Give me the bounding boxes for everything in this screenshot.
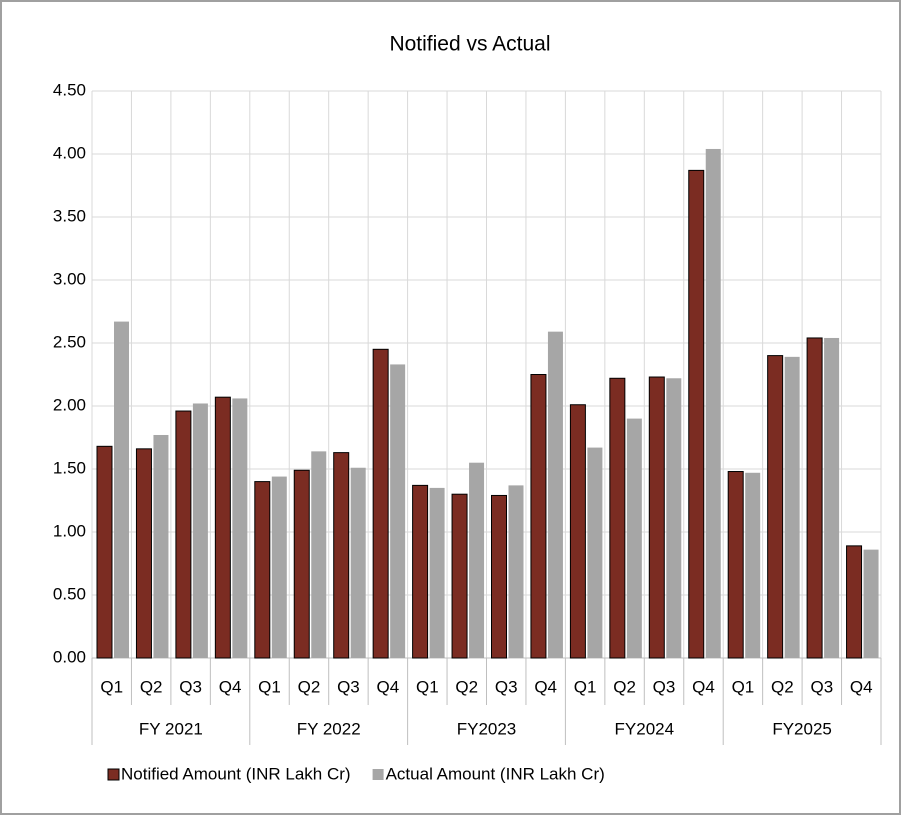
bar xyxy=(350,467,366,658)
x-tick-label: Q2 xyxy=(771,677,794,696)
bar xyxy=(175,410,192,659)
bar xyxy=(372,348,389,659)
y-tick-label: 2.00 xyxy=(53,395,86,414)
group-label: FY2023 xyxy=(457,719,517,738)
bar xyxy=(451,493,468,659)
bar xyxy=(824,337,840,658)
x-tick-label: Q2 xyxy=(298,677,321,696)
y-tick-label: 4.00 xyxy=(53,143,86,162)
x-tick-label: Q1 xyxy=(732,677,755,696)
bar xyxy=(727,471,744,659)
x-tick-label: Q2 xyxy=(140,677,163,696)
x-tick-label: Q3 xyxy=(653,677,676,696)
chart-title: Notified vs Actual xyxy=(389,33,550,56)
bar xyxy=(96,445,113,659)
bar xyxy=(846,545,863,659)
x-tick-label: Q3 xyxy=(495,677,518,696)
bar xyxy=(508,485,524,658)
group-label: FY 2021 xyxy=(139,719,203,738)
bar xyxy=(587,447,603,658)
bar xyxy=(293,469,310,659)
y-tick-label: 1.50 xyxy=(53,458,86,477)
bar xyxy=(254,481,271,659)
bar xyxy=(390,364,406,658)
bar xyxy=(491,494,507,659)
x-tick-label: Q4 xyxy=(377,677,400,696)
legend-swatch xyxy=(107,768,120,781)
y-tick-label: 3.00 xyxy=(53,269,86,288)
bar xyxy=(767,355,784,659)
legend-label: Notified Amount (INR Lakh Cr) xyxy=(121,764,351,783)
bar xyxy=(569,404,586,659)
y-tick-label: 4.50 xyxy=(53,80,86,99)
bar xyxy=(311,451,327,658)
bar xyxy=(114,321,129,658)
bar xyxy=(609,377,626,659)
x-tick-label: Q4 xyxy=(534,677,557,696)
bar xyxy=(271,476,287,658)
bar xyxy=(745,472,761,658)
bar xyxy=(626,418,642,658)
x-tick-label: Q3 xyxy=(337,677,360,696)
bar xyxy=(153,434,169,658)
x-tick-label: Q3 xyxy=(810,677,833,696)
x-tick-label: Q4 xyxy=(692,677,715,696)
bar xyxy=(705,148,721,658)
bar xyxy=(192,403,208,658)
bar xyxy=(135,448,152,659)
legend-label: Actual Amount (INR Lakh Cr) xyxy=(386,764,605,783)
x-tick-label: Q1 xyxy=(100,677,123,696)
y-tick-label: 1.00 xyxy=(53,521,86,540)
bar xyxy=(547,331,563,658)
y-tick-label: 2.50 xyxy=(53,332,86,351)
bar xyxy=(806,337,823,659)
bar xyxy=(429,487,445,658)
bar xyxy=(333,452,350,659)
bar xyxy=(530,374,547,659)
y-tick-label: 3.50 xyxy=(53,206,86,225)
legend-swatch xyxy=(372,769,384,780)
x-tick-label: Q4 xyxy=(850,677,873,696)
bar xyxy=(784,356,800,658)
group-label: FY2025 xyxy=(772,719,832,738)
x-tick-label: Q3 xyxy=(179,677,202,696)
group-label: FY2024 xyxy=(615,719,675,738)
bar xyxy=(688,169,705,659)
bar xyxy=(666,378,682,658)
bar xyxy=(412,484,429,659)
y-tick-label: 0.50 xyxy=(53,584,86,603)
y-tick-label: 0.00 xyxy=(53,647,86,666)
x-tick-label: Q1 xyxy=(416,677,439,696)
bar xyxy=(232,398,248,658)
x-tick-label: Q1 xyxy=(574,677,597,696)
bar xyxy=(469,462,485,658)
group-label: FY 2022 xyxy=(297,719,361,738)
x-tick-label: Q2 xyxy=(455,677,478,696)
x-tick-label: Q1 xyxy=(258,677,281,696)
x-tick-label: Q4 xyxy=(219,677,242,696)
x-tick-label: Q2 xyxy=(613,677,636,696)
bar xyxy=(214,396,231,659)
bar xyxy=(648,376,665,659)
bar xyxy=(863,549,879,658)
